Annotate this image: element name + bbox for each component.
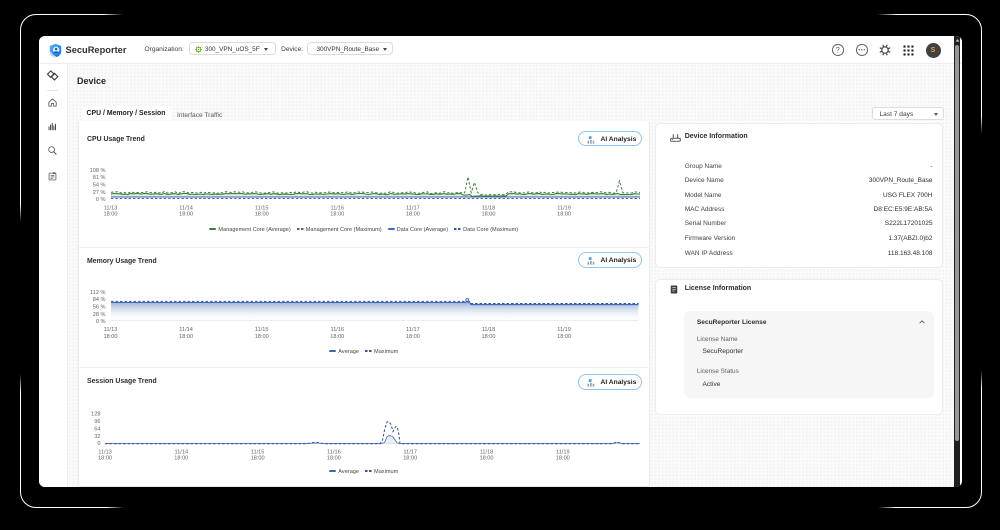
svg-text:11/17: 11/17 bbox=[406, 205, 420, 211]
svg-text:81 %: 81 % bbox=[93, 175, 106, 181]
svg-text:18:00: 18:00 bbox=[330, 334, 344, 340]
svg-text:32: 32 bbox=[94, 434, 100, 440]
svg-text:18:00: 18:00 bbox=[251, 455, 265, 461]
svg-text:11/13: 11/13 bbox=[98, 449, 112, 455]
svg-text:11/18: 11/18 bbox=[480, 449, 494, 455]
svg-text:18:00: 18:00 bbox=[557, 211, 571, 217]
svg-text:11/16: 11/16 bbox=[331, 205, 345, 211]
svg-text:18:00: 18:00 bbox=[255, 211, 269, 217]
svg-text:0: 0 bbox=[97, 441, 100, 447]
svg-text:11/19: 11/19 bbox=[557, 327, 571, 333]
svg-text:11/18: 11/18 bbox=[482, 205, 496, 211]
svg-text:11/15: 11/15 bbox=[255, 327, 269, 333]
svg-text:11/15: 11/15 bbox=[255, 205, 269, 211]
svg-text:18:00: 18:00 bbox=[330, 211, 344, 217]
svg-text:0 %: 0 % bbox=[96, 319, 106, 325]
svg-text:56 %: 56 % bbox=[93, 305, 106, 311]
svg-text:18:00: 18:00 bbox=[406, 334, 420, 340]
svg-text:0 %: 0 % bbox=[96, 197, 106, 203]
svg-text:18:00: 18:00 bbox=[482, 334, 496, 340]
svg-text:11/17: 11/17 bbox=[406, 327, 420, 333]
svg-text:18:00: 18:00 bbox=[406, 211, 420, 217]
svg-text:108 %: 108 % bbox=[90, 168, 106, 174]
svg-text:18:00: 18:00 bbox=[179, 334, 193, 340]
svg-text:11/19: 11/19 bbox=[556, 449, 570, 455]
svg-text:54 %: 54 % bbox=[93, 183, 106, 189]
svg-text:64: 64 bbox=[94, 427, 100, 433]
svg-text:96: 96 bbox=[94, 419, 100, 425]
svg-text:11/16: 11/16 bbox=[327, 449, 341, 455]
svg-text:11/16: 11/16 bbox=[331, 327, 345, 333]
svg-text:18:00: 18:00 bbox=[174, 455, 188, 461]
svg-text:11/14: 11/14 bbox=[175, 449, 189, 455]
svg-text:11/14: 11/14 bbox=[179, 327, 193, 333]
svg-text:11/13: 11/13 bbox=[104, 327, 118, 333]
svg-text:18:00: 18:00 bbox=[480, 455, 494, 461]
svg-text:18:00: 18:00 bbox=[327, 455, 341, 461]
svg-text:11/13: 11/13 bbox=[104, 205, 118, 211]
svg-text:18:00: 18:00 bbox=[98, 455, 112, 461]
svg-text:18:00: 18:00 bbox=[104, 334, 118, 340]
svg-text:18:00: 18:00 bbox=[556, 455, 570, 461]
svg-text:11/15: 11/15 bbox=[251, 449, 265, 455]
svg-text:18:00: 18:00 bbox=[557, 334, 571, 340]
svg-text:18:00: 18:00 bbox=[403, 455, 417, 461]
svg-text:28 %: 28 % bbox=[93, 312, 106, 318]
svg-text:18:00: 18:00 bbox=[255, 334, 269, 340]
svg-text:11/14: 11/14 bbox=[179, 205, 193, 211]
svg-text:18:00: 18:00 bbox=[104, 211, 118, 217]
svg-text:27 %: 27 % bbox=[93, 190, 106, 196]
svg-text:18:00: 18:00 bbox=[179, 211, 193, 217]
svg-text:11/19: 11/19 bbox=[557, 205, 571, 211]
svg-text:11/18: 11/18 bbox=[482, 327, 496, 333]
svg-text:18:00: 18:00 bbox=[482, 211, 496, 217]
svg-text:84 %: 84 % bbox=[93, 297, 106, 303]
svg-text:112 %: 112 % bbox=[90, 290, 105, 296]
svg-text:128: 128 bbox=[91, 412, 100, 418]
svg-text:11/17: 11/17 bbox=[403, 449, 417, 455]
